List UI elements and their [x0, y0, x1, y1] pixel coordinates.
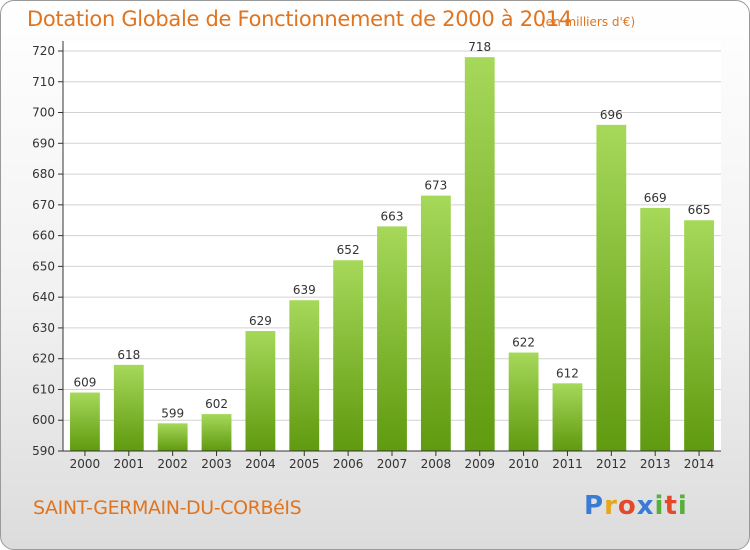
logo-letter: i: [654, 491, 665, 521]
x-tick-label-2002: 2002: [157, 457, 188, 471]
x-tick-label-2013: 2013: [640, 457, 671, 471]
bar-2013: [640, 207, 671, 451]
logo-letter: o: [617, 491, 637, 521]
y-tick-label: 600: [32, 413, 55, 427]
y-tick-label: 620: [32, 352, 55, 366]
x-tick-label-2012: 2012: [596, 457, 627, 471]
bar-2011: [552, 383, 583, 451]
bar-2009: [464, 57, 495, 452]
x-tick-label-2010: 2010: [508, 457, 539, 471]
logo-letter: P: [584, 491, 605, 521]
data-label-2007: 663: [381, 209, 404, 223]
data-label-2004: 629: [249, 314, 272, 328]
y-tick-label: 720: [32, 44, 55, 58]
logo-letter: x: [636, 491, 655, 521]
bar-2003: [201, 414, 232, 451]
bar-2012: [596, 124, 627, 451]
y-tick-label: 610: [32, 382, 55, 396]
proxiti-logo: Proxiti: [584, 491, 688, 521]
logo-letter: i: [677, 491, 688, 521]
x-tick-label-2011: 2011: [552, 457, 583, 471]
data-label-2000: 609: [73, 376, 96, 390]
data-label-2013: 669: [644, 191, 667, 205]
x-tick-label-2007: 2007: [377, 457, 408, 471]
data-label-2014: 665: [688, 203, 711, 217]
logo-letter: r: [604, 491, 618, 521]
x-tick-label-2008: 2008: [421, 457, 452, 471]
data-label-2010: 622: [512, 336, 535, 350]
y-tick-label: 660: [32, 229, 55, 243]
data-label-2008: 673: [424, 179, 447, 193]
data-label-2011: 612: [556, 366, 579, 380]
data-label-2001: 618: [117, 348, 140, 362]
commune-name: SAINT-GERMAIN-DU-CORBéIS: [33, 497, 302, 519]
y-tick-label: 710: [32, 75, 55, 89]
x-tick-label-2014: 2014: [684, 457, 715, 471]
data-label-2002: 599: [161, 406, 184, 420]
bar-2001: [113, 364, 144, 451]
chart-title: Dotation Globale de Fonctionnement de 20…: [27, 7, 572, 31]
data-label-2006: 652: [337, 243, 360, 257]
x-tick-label-2000: 2000: [70, 457, 101, 471]
bar-2005: [289, 300, 320, 451]
data-label-2005: 639: [293, 283, 316, 297]
bar-2007: [377, 226, 407, 451]
y-tick-label: 700: [32, 106, 55, 120]
data-label-2012: 696: [600, 108, 623, 122]
bar-2004: [245, 331, 276, 451]
data-label-2009: 718: [468, 40, 491, 54]
bar-2014: [684, 220, 714, 451]
y-tick-label: 650: [32, 259, 55, 273]
x-tick-label-2005: 2005: [289, 457, 320, 471]
x-tick-label-2001: 2001: [114, 457, 145, 471]
chart-subtitle: (en milliers d'€): [541, 15, 636, 29]
bar-2008: [420, 195, 451, 451]
logo-letter: t: [664, 491, 678, 521]
x-tick-label-2006: 2006: [333, 457, 364, 471]
y-tick-label: 680: [32, 167, 55, 181]
y-tick-label: 670: [32, 198, 55, 212]
data-label-2003: 602: [205, 397, 228, 411]
y-tick-label: 640: [32, 290, 55, 304]
bar-2002: [157, 423, 188, 451]
y-tick-label: 630: [32, 321, 55, 335]
bar-2006: [333, 260, 364, 451]
y-tick-label: 590: [32, 444, 55, 458]
bar-2000: [70, 392, 100, 451]
y-tick-label: 690: [32, 136, 55, 150]
x-tick-label-2003: 2003: [201, 457, 232, 471]
x-tick-label-2009: 2009: [464, 457, 495, 471]
x-tick-label-2004: 2004: [245, 457, 276, 471]
bar-2010: [508, 352, 539, 451]
